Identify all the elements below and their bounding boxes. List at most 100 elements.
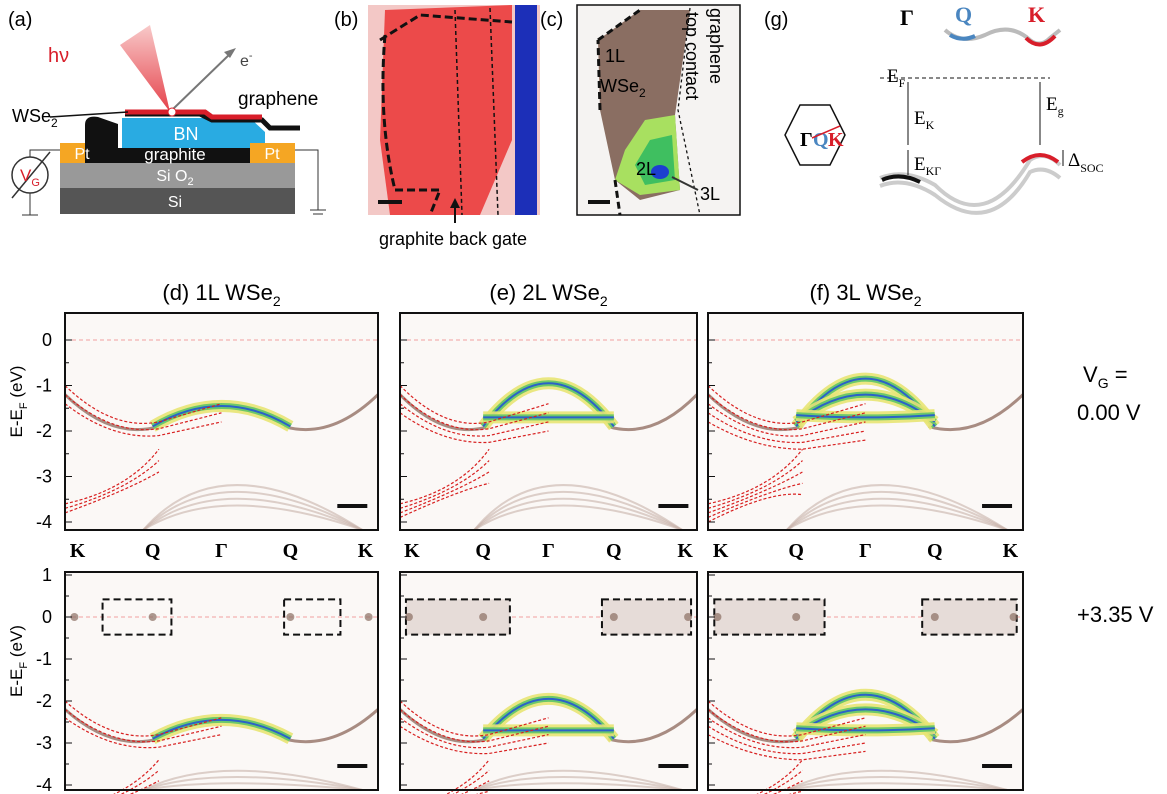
text: V: [1083, 362, 1098, 387]
k-label: K: [70, 540, 86, 562]
cb-spot: [149, 613, 157, 621]
graphene-label: graphene: [238, 89, 318, 110]
scale-bar: [337, 764, 367, 768]
arpes-panel: [65, 313, 378, 530]
caption: graphite back gate: [379, 229, 527, 249]
optical-image: graphite back gate: [368, 5, 540, 249]
cb-box: [406, 599, 510, 634]
energy-label: EF: [887, 66, 906, 90]
y-tick-label: -4: [36, 775, 52, 794]
layer-label: 3L: [700, 184, 720, 204]
arpes-panels: (d) 1L WSe2(e) 2L WSe2(f) 3L WSe20-1-2-3…: [7, 280, 1023, 794]
text: (eV): [7, 625, 26, 662]
y-tick-label: 0: [42, 330, 52, 350]
graphite-label: graphite: [144, 145, 205, 164]
cb-spot: [1010, 613, 1018, 621]
si-label: Si: [168, 194, 182, 211]
y-tick-label: -2: [36, 691, 52, 711]
cb-spot: [479, 613, 487, 621]
k-label: Q: [283, 540, 299, 562]
hv-label: hν: [48, 45, 69, 67]
cb-spot: [931, 613, 939, 621]
scale-bar: [982, 504, 1012, 508]
y-tick-label: -3: [36, 467, 52, 487]
arpes-panel: [400, 572, 697, 794]
text: =: [1109, 362, 1128, 387]
scale-bar: [337, 504, 367, 508]
bz-label: Γ: [800, 129, 813, 151]
schematic: hν e- WSe2 graphene BN graphite Pt Pt Si…: [12, 25, 326, 215]
text: E: [1046, 94, 1058, 115]
text: Δ: [1068, 150, 1080, 171]
layer-label: 2L: [636, 159, 656, 179]
pt-label: Pt: [264, 146, 280, 163]
panel-title: (f) 3L WSe2: [809, 280, 921, 309]
gate-label: VG =: [1083, 362, 1128, 391]
k-label: Q: [475, 540, 491, 562]
panel-label: (b): [334, 9, 358, 31]
subscript: 2: [639, 86, 646, 100]
text: (eV): [7, 366, 26, 403]
cb-spot: [610, 613, 618, 621]
subscript: G: [31, 177, 40, 189]
y-tick-label: -1: [36, 649, 52, 669]
y-tick-label: 0: [42, 607, 52, 627]
y-tick-label: -3: [36, 733, 52, 753]
cb-box: [714, 599, 824, 634]
k-label: Q: [606, 540, 622, 562]
text: (e) 2L WSe: [489, 280, 599, 305]
text: E-E: [7, 669, 26, 697]
point-label: Γ: [900, 5, 914, 30]
point-label: K: [1028, 2, 1045, 27]
energy-label: Eg: [1046, 94, 1064, 118]
contact-label: top contact: [682, 12, 702, 100]
subscript: SOC: [1080, 161, 1103, 175]
text: Si O: [156, 168, 187, 185]
pt-label: Pt: [74, 146, 90, 163]
wse2-label: WSe2: [12, 106, 58, 130]
electron-label: e-: [240, 50, 253, 70]
arpes-map: 1L WSe2 2L 3L graphene top contact: [577, 5, 740, 215]
k-label: K: [677, 540, 693, 562]
text: E-E: [7, 409, 26, 437]
arpes-panel: [708, 572, 1023, 794]
layer-label: 1L: [605, 46, 625, 66]
panel-frame: [65, 313, 378, 530]
scale-bar: [658, 764, 688, 768]
bz-label: K: [828, 129, 844, 151]
subscript: 2: [273, 293, 281, 309]
band-diagram: Γ Q K Γ Q K EF EK EKΓ Eg ΔSOC: [785, 2, 1104, 213]
y-axis-label: E-EF (eV): [7, 625, 30, 697]
contact-label: graphene: [706, 8, 726, 84]
k-label: Γ: [542, 540, 555, 562]
y-axis-label: E-EF (eV): [7, 366, 30, 438]
text: E: [914, 154, 926, 175]
text: e: [240, 53, 249, 70]
gate-value: 0.00 V: [1077, 400, 1141, 425]
subscript: 2: [600, 293, 608, 309]
scale-bar: [658, 504, 688, 508]
text: (d) 1L WSe: [162, 280, 272, 305]
panel-frame: [65, 572, 378, 790]
scale-bar: [982, 764, 1012, 768]
k-label: Γ: [215, 540, 228, 562]
text: E: [887, 66, 899, 87]
k-label: K: [1003, 540, 1019, 562]
y-tick-label: -2: [36, 421, 52, 441]
y-tick-label: -1: [36, 376, 52, 396]
k-label: K: [713, 540, 729, 562]
arpes-panel: [708, 313, 1023, 530]
text: V: [20, 166, 32, 185]
gate-value: +3.35 V: [1077, 602, 1154, 627]
k-label: K: [404, 540, 420, 562]
cb-spot: [365, 613, 373, 621]
energy-label: EK: [914, 108, 935, 132]
cb-spot: [684, 613, 692, 621]
k-label: Q: [788, 540, 804, 562]
subscript: 2: [914, 293, 922, 309]
y-tick-label: 1: [42, 565, 52, 585]
panel-label: (g): [764, 9, 788, 31]
y-tick-label: -4: [36, 512, 52, 532]
panel-title: (d) 1L WSe2: [162, 280, 280, 309]
energy-label: ΔSOC: [1068, 150, 1104, 175]
